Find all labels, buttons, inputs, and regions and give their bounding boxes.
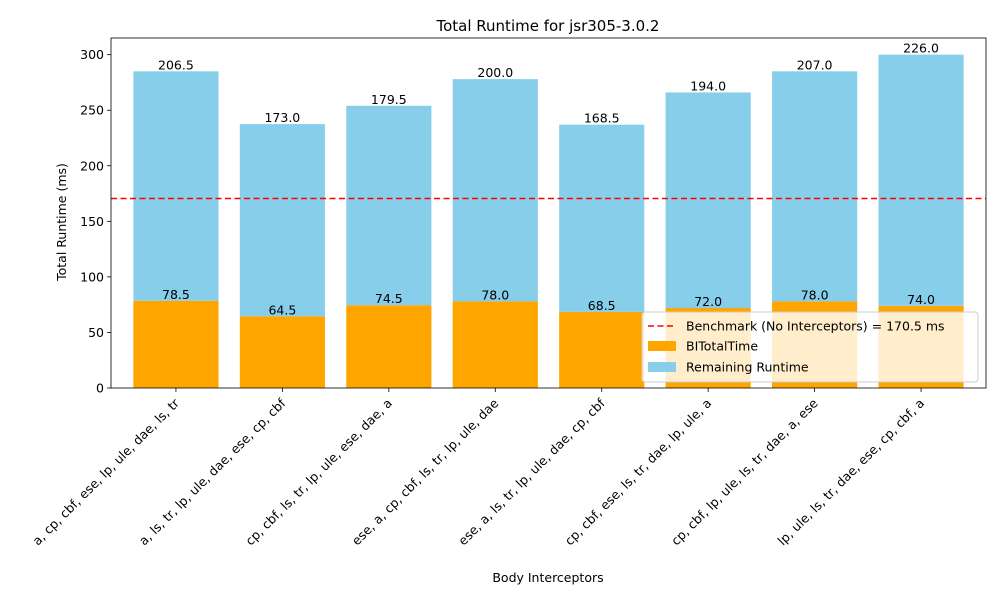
- bar-remaining-runtime: [559, 124, 645, 312]
- bar-remaining-runtime: [133, 71, 219, 301]
- bar-bitotaltime: [133, 300, 219, 388]
- bar-label-bitotaltime: 68.5: [588, 298, 616, 313]
- bar-remaining-runtime: [665, 92, 751, 308]
- y-tick-label: 100: [80, 269, 104, 284]
- bar-label-bitotaltime: 74.5: [375, 291, 403, 306]
- bar-label-remaining-runtime: 206.5: [158, 57, 194, 72]
- y-tick-label: 250: [80, 103, 104, 118]
- y-axis-label: Total Runtime (ms): [54, 163, 69, 282]
- bar-label-remaining-runtime: 226.0: [903, 41, 939, 56]
- chart-title: Total Runtime for jsr305-3.0.2: [436, 17, 660, 35]
- bar-label-bitotaltime: 72.0: [694, 294, 722, 309]
- bar-bitotaltime: [239, 316, 325, 388]
- bar-label-remaining-runtime: 168.5: [584, 111, 620, 126]
- y-tick-label: 300: [80, 47, 104, 62]
- x-axis-label: Body Interceptors: [492, 570, 603, 585]
- y-tick-label: 50: [88, 325, 104, 340]
- bar-label-remaining-runtime: 207.0: [797, 57, 833, 72]
- legend-remaining-runtime-label: Remaining Runtime: [686, 360, 809, 375]
- bar-label-remaining-runtime: 179.5: [371, 92, 407, 107]
- bar-label-remaining-runtime: 200.0: [477, 65, 513, 80]
- legend-remaining-runtime-swatch: [648, 362, 676, 372]
- legend-bitotaltime-swatch: [648, 341, 676, 351]
- y-tick-label: 200: [80, 158, 104, 173]
- y-tick-label: 0: [96, 381, 104, 396]
- bar-label-bitotaltime: 78.5: [162, 287, 190, 302]
- bar-remaining-runtime: [772, 71, 858, 302]
- bar-label-bitotaltime: 74.0: [907, 292, 935, 307]
- legend-box: [641, 311, 979, 383]
- bar-remaining-runtime: [346, 105, 432, 306]
- bar-label-bitotaltime: 64.5: [268, 302, 296, 317]
- legend: Benchmark (No Interceptors) = 170.5 ms BI…: [641, 311, 979, 383]
- bar-bitotaltime: [559, 311, 645, 388]
- bar-bitotaltime: [452, 301, 538, 388]
- bar-label-bitotaltime: 78.0: [801, 287, 829, 302]
- bar-remaining-runtime: [878, 54, 964, 306]
- bar-label-bitotaltime: 78.0: [481, 287, 509, 302]
- bar-label-remaining-runtime: 173.0: [264, 110, 300, 125]
- bar-bitotaltime: [346, 305, 432, 388]
- y-tick-label: 150: [80, 214, 104, 229]
- bar-remaining-runtime: [452, 79, 538, 302]
- legend-benchmark-label: Benchmark (No Interceptors) = 170.5 ms: [686, 319, 945, 334]
- bar-remaining-runtime: [239, 124, 325, 317]
- axes-frame: [110, 37, 987, 389]
- bar-label-remaining-runtime: 194.0: [690, 78, 726, 93]
- legend-bitotaltime-label: BITotalTime: [686, 339, 758, 354]
